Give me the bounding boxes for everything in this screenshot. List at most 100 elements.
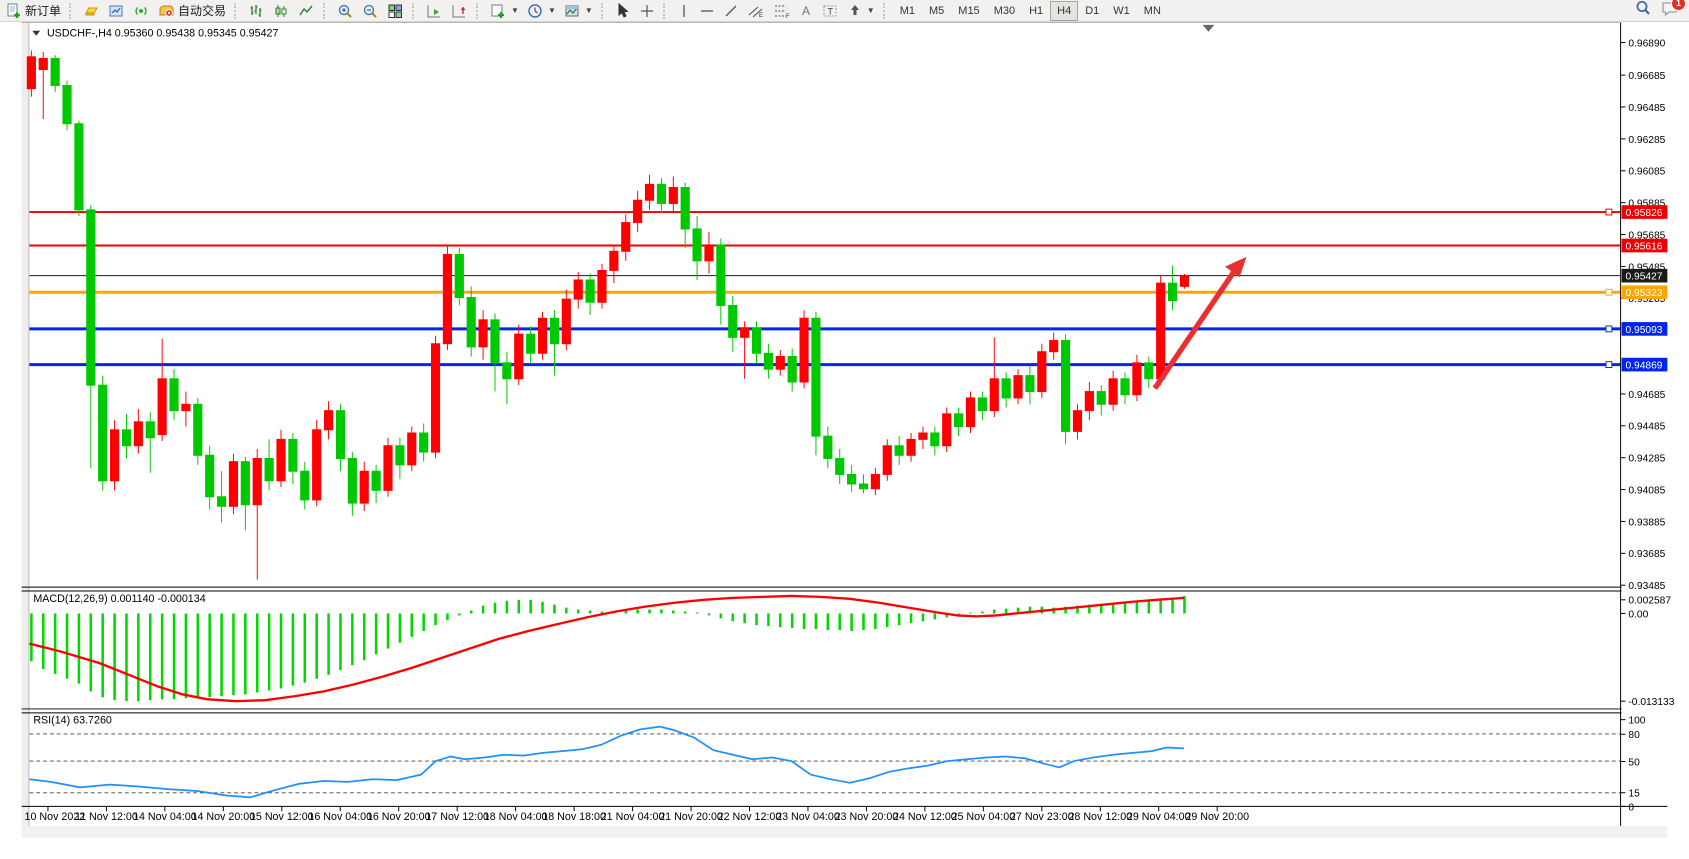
price-tick-label: 0.94285 xyxy=(1628,454,1665,465)
timeframe-h4-button[interactable]: H4 xyxy=(1050,0,1079,21)
chart-menu-icon[interactable] xyxy=(32,30,41,36)
market-window-button[interactable] xyxy=(104,0,129,22)
toolbar-separator xyxy=(412,2,418,19)
text-label-tool-button[interactable]: T xyxy=(818,0,843,22)
rsi-scale-label: 100 xyxy=(1628,716,1645,727)
candle-90 xyxy=(1096,385,1106,416)
price-axis[interactable]: 0.96890 0.96685 0.96485 0.96285 0.96085 0.958… xyxy=(1620,22,1675,826)
svg-text:F: F xyxy=(786,14,790,19)
new-order-label: 新订单 xyxy=(25,4,62,18)
notification-badge: 1 xyxy=(1671,0,1686,11)
line-chart-button[interactable] xyxy=(294,0,319,22)
svg-text:A: A xyxy=(802,4,810,18)
chart-window[interactable]: MACD(12,26,9) 0.001140 -0.000134 RSI(14) … xyxy=(0,22,1689,859)
toolbar-separator xyxy=(69,2,75,19)
new-order-button[interactable]: 新订单 xyxy=(2,0,65,22)
candle-71 xyxy=(870,468,880,496)
candle-chart-button[interactable] xyxy=(269,0,294,22)
bar-chart-button[interactable] xyxy=(244,0,269,22)
cursor-tool-button[interactable] xyxy=(611,0,635,22)
candle-68 xyxy=(835,448,845,484)
zoom-out-button[interactable] xyxy=(358,0,383,22)
candle-47 xyxy=(585,273,595,316)
time-tick-label: 28 Nov 12:00 xyxy=(1068,811,1132,823)
candle-51 xyxy=(633,190,643,233)
candle-86 xyxy=(1049,332,1059,360)
timeframe-h1-button[interactable]: H1 xyxy=(1029,4,1044,17)
candle-28 xyxy=(359,461,369,512)
crosshair-tool-button[interactable] xyxy=(635,0,659,22)
time-tick-label: 21 Nov 20:00 xyxy=(659,811,723,823)
fibonacci-tool-button[interactable]: F xyxy=(769,0,795,22)
trend-arrow-annotation[interactable] xyxy=(1152,256,1247,390)
line-handle[interactable] xyxy=(1605,361,1613,369)
candle-41 xyxy=(514,324,524,386)
signal-button[interactable] xyxy=(129,0,154,22)
candle-36 xyxy=(454,248,464,306)
timeframe-m15-button[interactable]: M15 xyxy=(958,4,980,17)
auto-trading-button[interactable]: 自动交易 xyxy=(154,0,230,22)
candle-91 xyxy=(1108,370,1118,411)
candle-38 xyxy=(478,310,488,360)
toolbar-separator xyxy=(234,2,240,19)
gold-button[interactable] xyxy=(79,0,104,22)
candle-87 xyxy=(1061,334,1071,445)
timeframe-w1-button[interactable]: W1 xyxy=(1113,4,1130,17)
horizontal-lines[interactable] xyxy=(29,208,1621,369)
time-tick-label: 11 Nov 12:00 xyxy=(75,811,138,823)
trendline-tool-button[interactable] xyxy=(719,0,743,22)
timeframe-m30-button[interactable]: M30 xyxy=(993,4,1016,17)
candle-65 xyxy=(799,310,809,389)
candle-34 xyxy=(430,335,441,459)
add-indicator-button[interactable]: ▼ xyxy=(486,0,523,22)
price-tick-label: 0.94685 xyxy=(1628,390,1665,401)
candle-96 xyxy=(1167,265,1178,311)
price-tick-label: 0.93885 xyxy=(1628,517,1665,528)
svg-text:0.95093: 0.95093 xyxy=(1626,325,1663,336)
candle-22 xyxy=(288,432,298,484)
candle-52 xyxy=(644,174,655,210)
chat-button[interactable]: 1 xyxy=(1660,0,1686,22)
periods-button[interactable]: ▼ xyxy=(523,0,560,22)
chart-canvas[interactable]: MACD(12,26,9) 0.001140 -0.000134 RSI(14) … xyxy=(0,22,1689,859)
search-icon[interactable] xyxy=(1634,0,1652,22)
line-handle[interactable] xyxy=(1605,208,1613,216)
candle-56 xyxy=(692,216,702,280)
tile-windows-button[interactable] xyxy=(383,0,408,22)
line-handle[interactable] xyxy=(1605,288,1613,296)
timeframe-d1-button[interactable]: D1 xyxy=(1085,4,1100,17)
macd-signal-line xyxy=(29,594,1185,703)
svg-text:E: E xyxy=(759,13,763,19)
time-tick-label: 23 Nov 20:00 xyxy=(835,811,899,823)
candle-94 xyxy=(1144,356,1154,389)
candle-5 xyxy=(86,205,96,469)
vertical-line-tool-button[interactable] xyxy=(673,0,695,22)
chart-shift-marker[interactable] xyxy=(1202,24,1215,32)
candle-64 xyxy=(787,348,797,392)
horizontal-line-tool-button[interactable] xyxy=(695,0,719,22)
timeframe-mn-button[interactable]: MN xyxy=(1143,4,1161,17)
price-tick-label: 0.95885 xyxy=(1628,199,1665,210)
timeframe-m5-button[interactable]: M5 xyxy=(929,4,945,17)
price-badge: 0.95323 xyxy=(1621,285,1668,299)
zoom-in-button[interactable] xyxy=(333,0,358,22)
candle-97 xyxy=(1179,273,1190,289)
auto-trading-label: 自动交易 xyxy=(178,4,227,18)
channel-tool-button[interactable]: E xyxy=(743,0,769,22)
chart-shift-button[interactable] xyxy=(447,0,472,22)
svg-text:T: T xyxy=(827,6,833,16)
candle-58 xyxy=(716,238,726,325)
candle-42 xyxy=(526,326,536,363)
auto-scroll-button[interactable] xyxy=(422,0,447,22)
candle-75 xyxy=(918,426,928,449)
templates-button[interactable]: ▼ xyxy=(560,0,597,22)
candle-84 xyxy=(1025,366,1035,405)
text-tool-button[interactable]: A xyxy=(795,0,818,22)
price-tick-label: 0.94085 xyxy=(1628,485,1665,496)
candle-55 xyxy=(680,182,690,249)
line-handle[interactable] xyxy=(1605,325,1613,333)
arrows-tool-button[interactable]: ▼ xyxy=(843,0,879,22)
toolbar-separator xyxy=(662,2,669,19)
timeframe-m1-button[interactable]: M1 xyxy=(899,4,915,17)
